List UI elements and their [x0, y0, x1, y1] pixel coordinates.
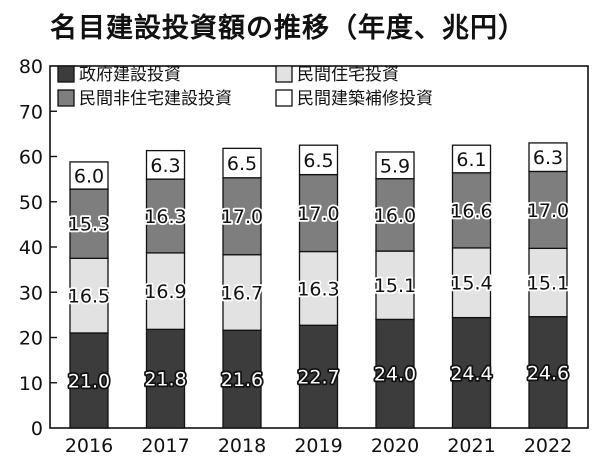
bar-segment	[145, 328, 186, 429]
data-label: 24.4	[450, 363, 492, 385]
bar-segment	[145, 252, 186, 331]
y-tick-label: 20	[19, 328, 43, 350]
x-tick-label: 2022	[524, 435, 572, 457]
y-tick-label: 0	[31, 418, 43, 440]
y-tick-label: 30	[19, 282, 43, 304]
legend-label: 民間建築補修投資	[297, 89, 433, 109]
legend-swatch	[275, 89, 293, 107]
data-label: 15.4	[450, 273, 492, 295]
bar-segment	[69, 188, 109, 259]
legend-label: 民間住宅投資	[297, 65, 399, 85]
data-label: 22.7	[297, 367, 339, 389]
bar-segment	[298, 144, 339, 176]
data-label: 15.1	[374, 275, 416, 297]
bar-segment	[145, 149, 186, 180]
data-label: 24.6	[527, 362, 569, 384]
y-tick-label: 70	[19, 101, 43, 123]
y-tick-label: 60	[19, 147, 43, 169]
data-label: 6.3	[533, 147, 563, 169]
data-label: 24.0	[374, 364, 416, 386]
bar-segment	[375, 178, 415, 252]
bar-segment	[451, 247, 492, 319]
data-label: 17.0	[297, 203, 339, 225]
bar-segment	[528, 142, 568, 173]
bar-segment	[451, 316, 492, 429]
data-label: 16.6	[450, 200, 492, 222]
data-label: 21.6	[221, 369, 263, 391]
y-tick-label: 40	[19, 237, 43, 259]
data-label: 16.0	[374, 205, 416, 227]
bar-segment	[145, 178, 186, 254]
bar-segment	[528, 170, 568, 250]
data-label: 5.9	[380, 155, 410, 177]
bar-segment	[298, 173, 339, 253]
bar-segment	[69, 161, 109, 190]
x-tick-label: 2021	[447, 435, 495, 457]
legend-label: 民間非住宅建設投資	[79, 89, 232, 109]
bar-segment	[375, 151, 415, 180]
bar-segment	[69, 332, 109, 429]
legend-swatch	[57, 65, 75, 83]
data-label: 15.3	[68, 214, 110, 236]
bar-segment	[298, 250, 339, 326]
bar-segment	[69, 257, 109, 334]
legend-swatch	[57, 89, 75, 107]
data-label: 6.5	[227, 153, 257, 175]
data-label: 17.0	[221, 206, 263, 228]
bar-segment	[222, 177, 262, 256]
data-label: 21.8	[144, 369, 186, 391]
data-label: 6.1	[456, 149, 486, 171]
bar-segment	[222, 329, 262, 429]
x-tick-label: 2019	[294, 435, 342, 457]
bar-segment	[222, 147, 262, 179]
x-tick-label: 2020	[371, 435, 419, 457]
bar-segment	[451, 172, 492, 249]
y-tick-label: 50	[19, 192, 43, 214]
chart-title: 名目建設投資額の推移（年度、兆円）	[50, 13, 526, 44]
y-tick-label: 10	[19, 373, 43, 395]
bar-segment	[222, 254, 262, 331]
y-tick-label: 80	[19, 56, 43, 78]
legend-label: 政府建設投資	[79, 65, 181, 85]
data-label: 21.0	[68, 370, 110, 392]
legend-swatch	[275, 65, 293, 83]
bar-segment	[451, 144, 492, 174]
data-label: 15.1	[527, 273, 569, 295]
data-label: 16.5	[68, 286, 110, 308]
data-label: 6.0	[74, 166, 104, 188]
data-label: 6.3	[150, 155, 180, 177]
data-label: 16.3	[144, 206, 186, 228]
data-label: 17.0	[527, 200, 569, 222]
bar-segment	[298, 324, 339, 429]
data-label: 16.3	[297, 278, 339, 300]
x-tick-label: 2018	[218, 435, 266, 457]
data-label: 16.9	[144, 281, 186, 303]
bar-segment	[375, 318, 415, 429]
x-tick-label: 2017	[141, 435, 189, 457]
x-tick-label: 2016	[65, 435, 113, 457]
data-label: 16.7	[221, 282, 263, 304]
data-label: 6.5	[303, 150, 333, 172]
